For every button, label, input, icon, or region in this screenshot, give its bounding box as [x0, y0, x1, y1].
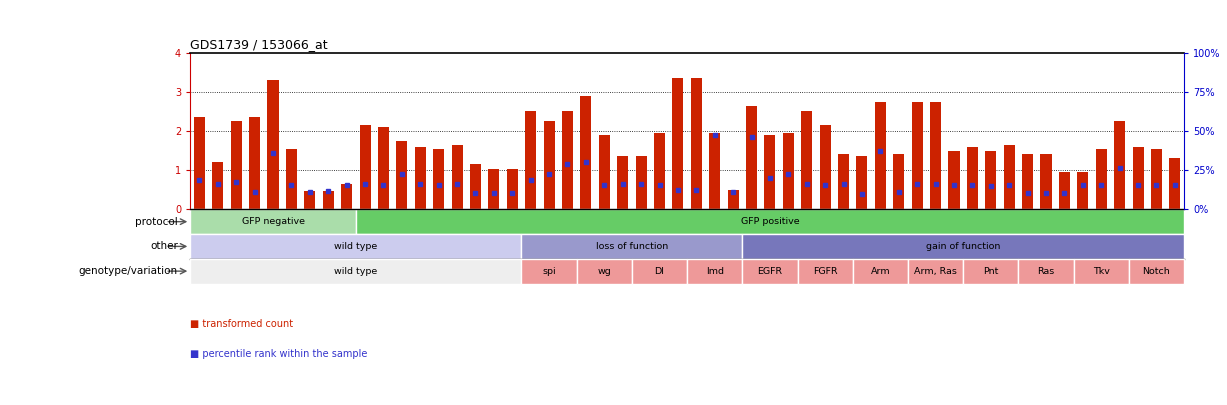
Bar: [323, 190, 334, 209]
Text: loss of function: loss of function: [596, 242, 667, 251]
Bar: [985, 151, 996, 209]
Text: Notch: Notch: [1142, 266, 1171, 276]
Text: Pnt: Pnt: [983, 266, 999, 276]
Bar: [893, 154, 904, 209]
Bar: [632, 259, 687, 284]
Bar: [378, 127, 389, 209]
Bar: [746, 106, 757, 209]
Bar: [562, 111, 573, 209]
Bar: [525, 111, 536, 209]
Bar: [415, 147, 426, 209]
Bar: [691, 78, 702, 209]
Bar: [930, 102, 941, 209]
Bar: [190, 234, 521, 259]
Bar: [687, 259, 742, 284]
Text: protocol: protocol: [135, 217, 178, 227]
Bar: [801, 111, 812, 209]
Bar: [507, 169, 518, 209]
Bar: [212, 162, 223, 209]
Bar: [1004, 145, 1015, 209]
Bar: [580, 96, 591, 209]
Bar: [190, 259, 521, 284]
Bar: [488, 169, 499, 209]
Bar: [742, 234, 1184, 259]
Bar: [853, 259, 908, 284]
Bar: [856, 156, 867, 209]
Bar: [783, 133, 794, 209]
Bar: [948, 151, 960, 209]
Bar: [286, 149, 297, 209]
Bar: [875, 102, 886, 209]
Bar: [636, 156, 647, 209]
Text: wg: wg: [598, 266, 611, 276]
Text: wild type: wild type: [334, 242, 378, 251]
Text: GFP positive: GFP positive: [741, 217, 799, 226]
Bar: [654, 133, 665, 209]
Text: Tkv: Tkv: [1093, 266, 1109, 276]
Text: wild type: wild type: [334, 266, 378, 276]
Bar: [599, 135, 610, 209]
Bar: [798, 259, 853, 284]
Bar: [452, 145, 463, 209]
Text: ■ transformed count: ■ transformed count: [190, 319, 293, 329]
Bar: [764, 135, 775, 209]
Bar: [1114, 121, 1125, 209]
Bar: [341, 184, 352, 209]
Text: Arm: Arm: [871, 266, 890, 276]
Text: other: other: [150, 241, 178, 252]
Bar: [396, 141, 407, 209]
Text: genotype/variation: genotype/variation: [79, 266, 178, 276]
Bar: [356, 209, 1184, 234]
Text: EGFR: EGFR: [757, 266, 783, 276]
Bar: [231, 121, 242, 209]
Bar: [1022, 154, 1033, 209]
Bar: [912, 102, 923, 209]
Text: Imd: Imd: [706, 266, 724, 276]
Text: ■ percentile rank within the sample: ■ percentile rank within the sample: [190, 350, 368, 359]
Bar: [742, 259, 798, 284]
Bar: [190, 209, 356, 234]
Text: GFP negative: GFP negative: [242, 217, 304, 226]
Bar: [249, 117, 260, 209]
Text: spi: spi: [542, 266, 556, 276]
Bar: [470, 164, 481, 209]
Bar: [709, 133, 720, 209]
Bar: [304, 190, 315, 209]
Bar: [617, 156, 628, 209]
Text: FGFR: FGFR: [812, 266, 838, 276]
Bar: [672, 78, 683, 209]
Bar: [521, 259, 577, 284]
Text: Arm, Ras: Arm, Ras: [914, 266, 957, 276]
Bar: [1018, 259, 1074, 284]
Bar: [1077, 172, 1088, 209]
Bar: [360, 125, 371, 209]
Text: gain of function: gain of function: [926, 242, 1000, 251]
Bar: [577, 259, 632, 284]
Bar: [967, 147, 978, 209]
Bar: [521, 234, 742, 259]
Bar: [1151, 149, 1162, 209]
Bar: [544, 121, 555, 209]
Bar: [908, 259, 963, 284]
Bar: [728, 190, 739, 209]
Text: Ras: Ras: [1037, 266, 1055, 276]
Bar: [820, 125, 831, 209]
Bar: [1040, 154, 1052, 209]
Bar: [1074, 259, 1129, 284]
Bar: [194, 117, 205, 209]
Text: Dl: Dl: [654, 266, 665, 276]
Bar: [963, 259, 1018, 284]
Bar: [1059, 172, 1070, 209]
Bar: [267, 80, 279, 209]
Bar: [1169, 158, 1180, 209]
Bar: [838, 154, 849, 209]
Bar: [433, 149, 444, 209]
Text: GDS1739 / 153066_at: GDS1739 / 153066_at: [190, 38, 328, 51]
Bar: [1133, 147, 1144, 209]
Bar: [1129, 259, 1184, 284]
Bar: [1096, 149, 1107, 209]
